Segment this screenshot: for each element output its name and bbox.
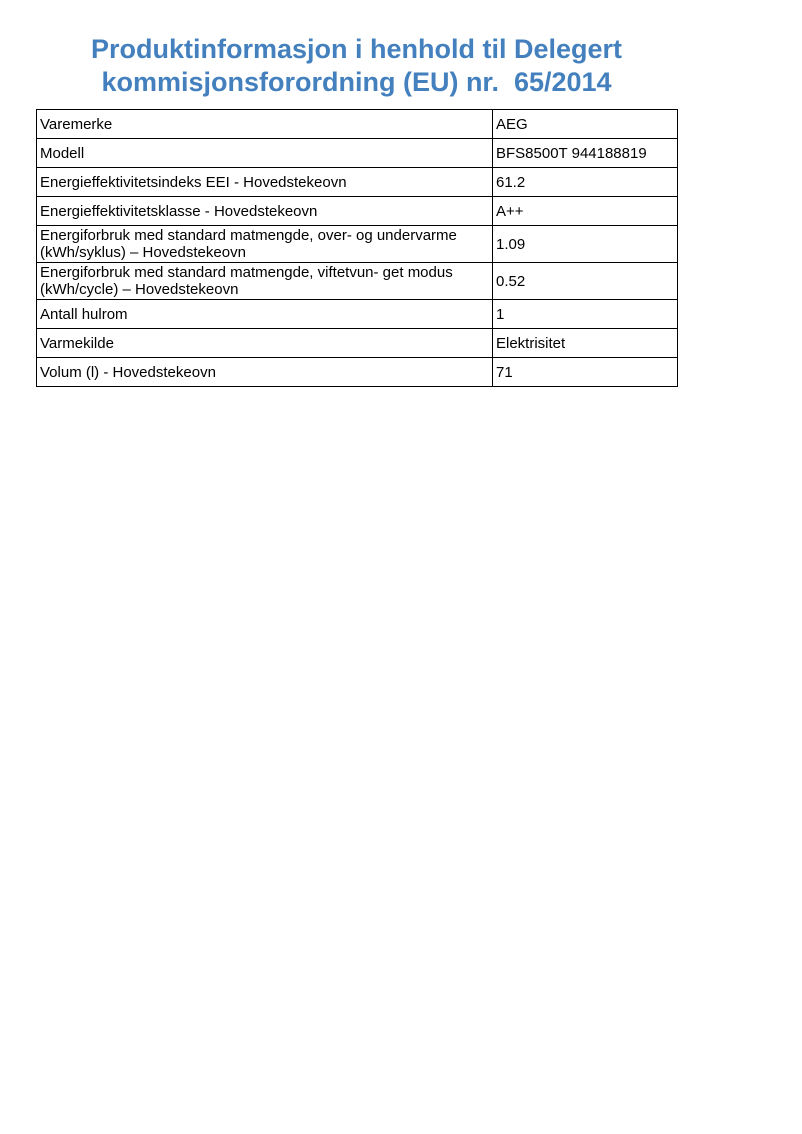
row-label: Volum (l) - Hovedstekeovn: [36, 357, 493, 387]
row-value: BFS8500T 944188819: [492, 138, 678, 168]
table-row: Antall hulrom 1: [36, 299, 678, 329]
table-row: Energiforbruk med standard matmengde, ov…: [36, 225, 678, 263]
row-value: A++: [492, 196, 678, 226]
table-row: Varemerke AEG: [36, 109, 678, 139]
row-label: Energieffektivitetsklasse - Hovedstekeov…: [36, 196, 493, 226]
row-label: Modell: [36, 138, 493, 168]
row-value: 0.52: [492, 262, 678, 300]
table-row: Varmekilde Elektrisitet: [36, 328, 678, 358]
row-label: Energiforbruk med standard matmengde, vi…: [36, 262, 493, 300]
product-info-table: Varemerke AEG Modell BFS8500T 944188819 …: [36, 109, 678, 387]
row-value: 1: [492, 299, 678, 329]
page-title-line2: kommisjonsforordning (EU) nr. 65/2014: [101, 67, 612, 97]
table-row: Modell BFS8500T 944188819: [36, 138, 678, 168]
row-value: 61.2: [492, 167, 678, 197]
row-value: Elektrisitet: [492, 328, 678, 358]
row-label: Energieffektivitetsindeks EEI - Hovedste…: [36, 167, 493, 197]
row-value: 1.09: [492, 225, 678, 263]
row-label: Varmekilde: [36, 328, 493, 358]
table-row: Volum (l) - Hovedstekeovn 71: [36, 357, 678, 387]
page-title: Produktinformasjon i henhold til Deleger…: [36, 0, 677, 99]
row-value: 71: [492, 357, 678, 387]
row-label: Antall hulrom: [36, 299, 493, 329]
page-title-line1: Produktinformasjon i henhold til Deleger…: [90, 34, 623, 64]
row-label: Varemerke: [36, 109, 493, 139]
product-info-table-body: Varemerke AEG Modell BFS8500T 944188819 …: [36, 109, 678, 387]
table-row: Energieffektivitetsklasse - Hovedstekeov…: [36, 196, 678, 226]
table-row: Energiforbruk med standard matmengde, vi…: [36, 262, 678, 300]
row-value: AEG: [492, 109, 678, 139]
row-label: Energiforbruk med standard matmengde, ov…: [36, 225, 493, 263]
table-row: Energieffektivitetsindeks EEI - Hovedste…: [36, 167, 678, 197]
